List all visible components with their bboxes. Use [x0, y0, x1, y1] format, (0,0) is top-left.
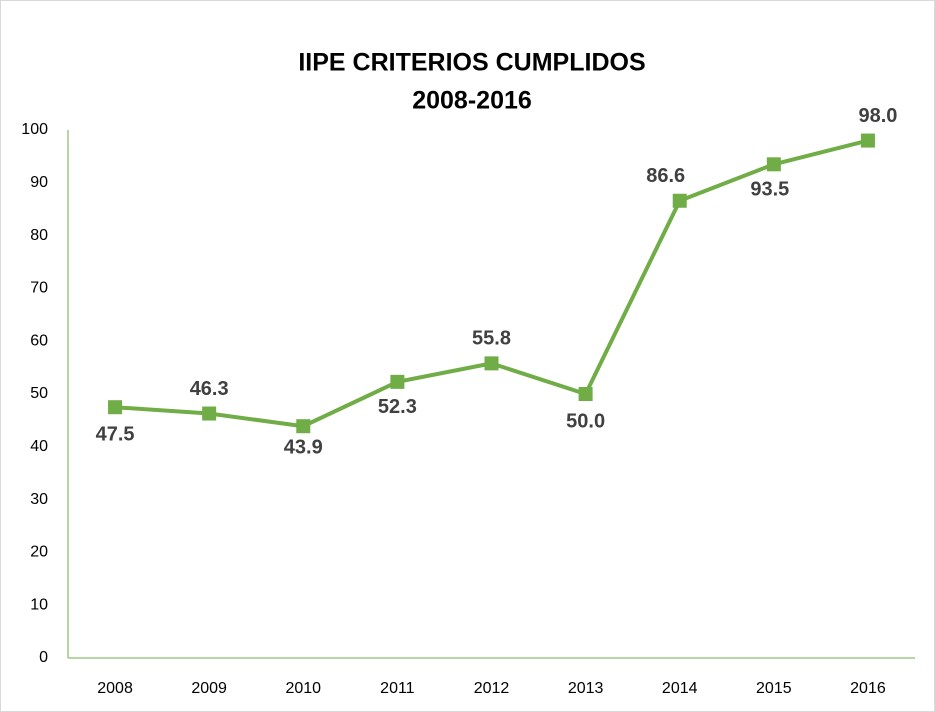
y-tick-label: 0 [39, 649, 48, 666]
marker [390, 374, 405, 389]
marker [484, 356, 499, 371]
x-tick-label: 2010 [285, 680, 321, 697]
y-tick-label: 90 [30, 174, 48, 191]
y-tick-label: 80 [30, 227, 48, 244]
y-tick-label: 20 [30, 544, 48, 561]
chart-title: IIPE CRITERIOS CUMPLIDOS [298, 49, 645, 77]
y-tick-label: 70 [30, 280, 48, 297]
x-tick-label: 2013 [568, 680, 604, 697]
y-tick-label: 10 [30, 596, 48, 613]
data-label: 55.8 [472, 328, 511, 350]
data-label: 50.0 [566, 410, 605, 432]
data-label: 52.3 [378, 396, 417, 418]
y-tick-label: 30 [30, 491, 48, 508]
y-tick-label: 60 [30, 332, 48, 349]
data-label: 98.0 [858, 105, 897, 127]
x-tick-label: 2015 [756, 680, 792, 697]
marker [296, 419, 311, 434]
data-label: 46.3 [190, 378, 229, 400]
marker [672, 193, 687, 208]
data-label: 86.6 [646, 165, 685, 187]
marker [860, 133, 875, 148]
x-tick-label: 2014 [662, 680, 698, 697]
y-tick-label: 100 [21, 121, 48, 138]
data-label: 47.5 [96, 423, 135, 445]
data-label: 93.5 [750, 179, 789, 201]
x-tick-label: 2012 [474, 680, 510, 697]
x-tick-label: 2009 [191, 680, 227, 697]
y-tick-label: 50 [30, 385, 48, 402]
marker [108, 400, 123, 415]
x-tick-label: 2016 [850, 680, 886, 697]
data-label: 43.9 [284, 436, 323, 458]
x-tick-label: 2011 [380, 680, 415, 697]
marker [202, 406, 217, 421]
y-tick-label: 40 [30, 438, 48, 455]
chart-subtitle: 2008-2016 [412, 87, 532, 115]
marker [578, 387, 593, 401]
x-tick-label: 2008 [97, 680, 133, 697]
marker [766, 157, 781, 172]
